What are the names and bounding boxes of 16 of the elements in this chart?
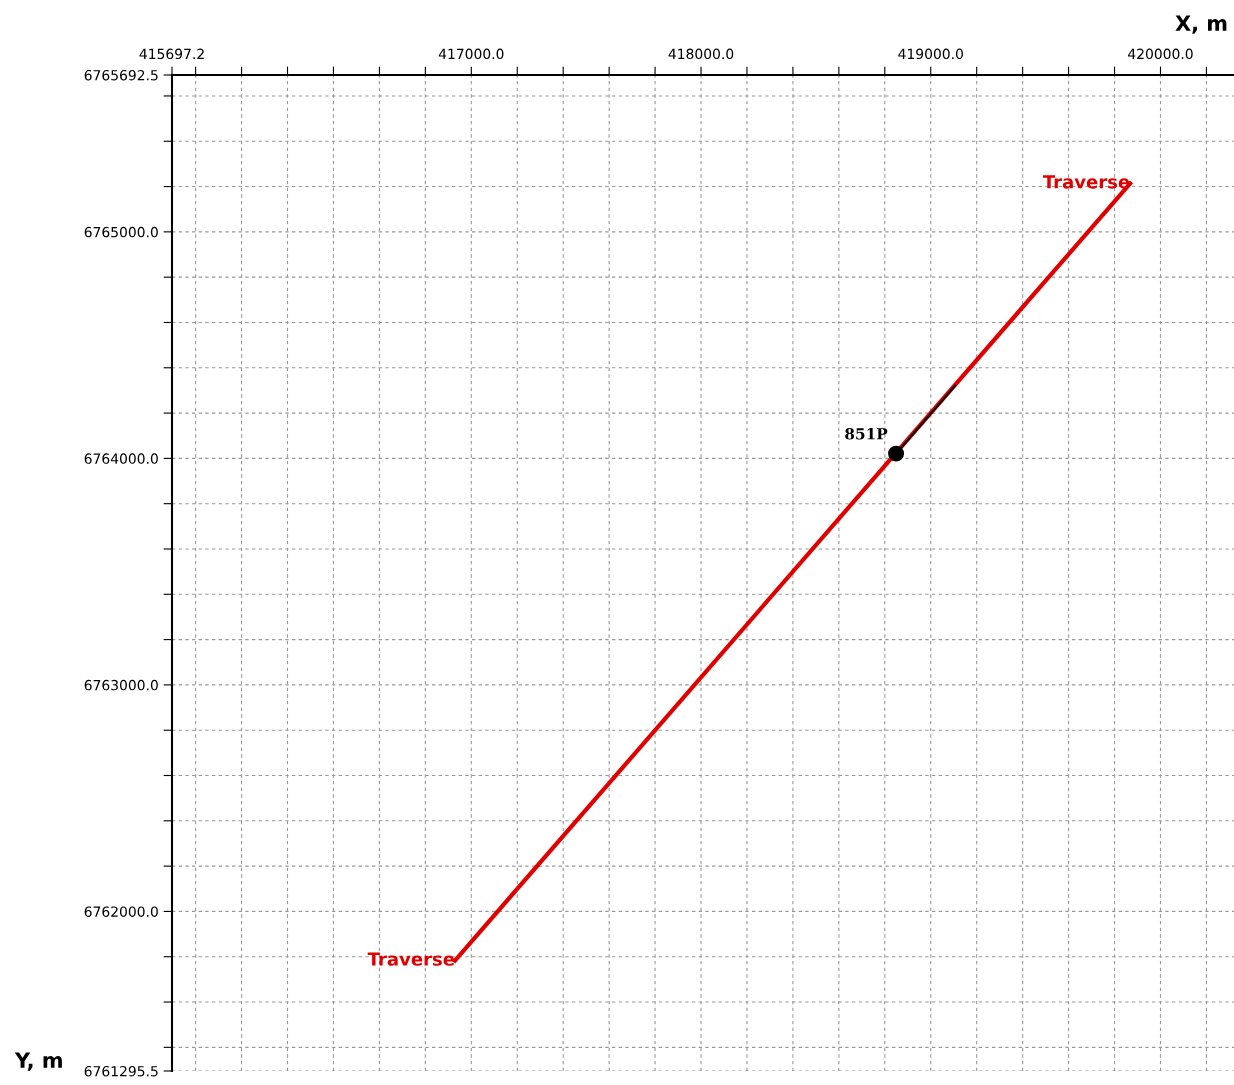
y-tick-label: 6761295.5: [84, 1065, 158, 1077]
series-label: 851P: [845, 428, 888, 440]
y-tick-label: 6762000.0: [84, 906, 158, 917]
x-tick-label: 415697.2: [139, 48, 204, 60]
x-axis-title: X, m: [1175, 15, 1227, 34]
y-tick-label: 6765000.0: [84, 226, 158, 238]
y-tick-label: 6764000.0: [84, 453, 158, 464]
y-tick-label: 6763000.0: [84, 679, 158, 691]
x-tick-label: 419000.0: [898, 48, 963, 60]
text: Traverse: [1042, 175, 1130, 189]
series-label: Traverse: [367, 952, 455, 966]
y-tick-label: 6765692.5: [84, 69, 158, 81]
x-tick-label: 420000.0: [1128, 48, 1193, 60]
y-axis-title: Y, m: [14, 1052, 62, 1071]
x-tick-label: 417000.0: [438, 48, 504, 60]
x-tick-label: 418000.0: [668, 48, 734, 60]
